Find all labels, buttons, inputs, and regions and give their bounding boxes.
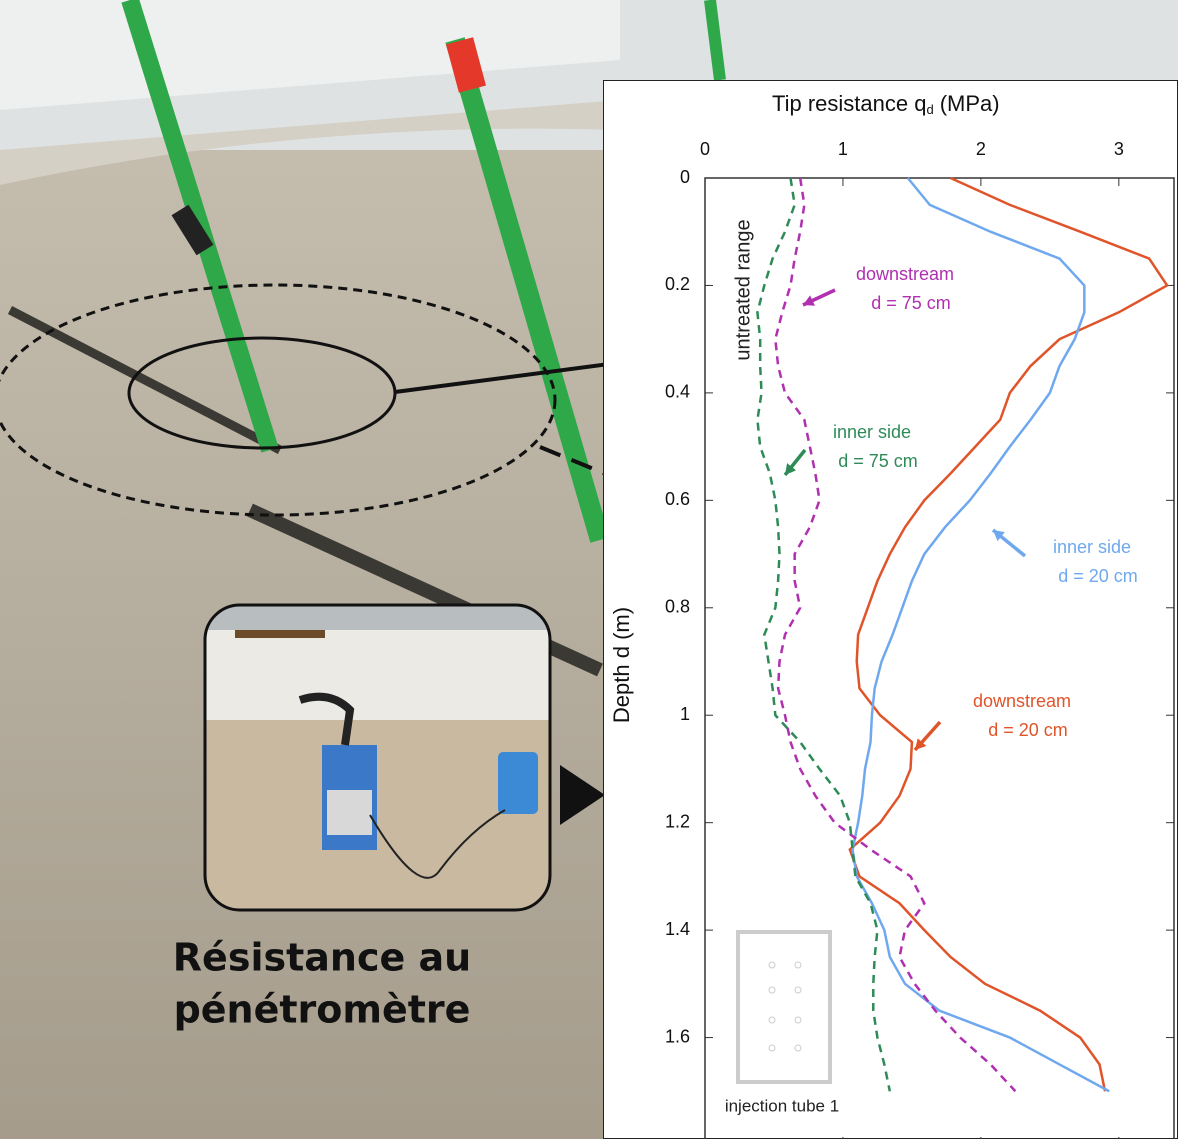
inset-photo (203, 603, 552, 912)
x-tick-label: 0 (700, 139, 710, 159)
x-tick-label: 1 (838, 139, 848, 159)
x-axis-label-unit: (MPa) (940, 91, 1000, 116)
series-name: inner side (833, 422, 911, 442)
series-label: d = 20 cm (1058, 566, 1138, 586)
x-axis-label: Tip resistance qd (MPa) (772, 91, 1000, 118)
annotation-arrowhead (915, 738, 927, 750)
series-name: inner side (1053, 537, 1131, 557)
annotation-arrowhead (993, 530, 1005, 542)
series-line (756, 177, 892, 1092)
injection-tube-icon (736, 930, 832, 1084)
y-axis-label: Depth d (m) (609, 607, 634, 723)
x-tick-label: 3 (1114, 139, 1124, 159)
y-tick-label: 1.4 (665, 919, 690, 939)
annotation-arrowhead (803, 295, 815, 306)
plot-frame (704, 177, 1175, 1139)
x-axis-label-sub: d (926, 102, 933, 117)
series-label: d = 75 cm (838, 451, 918, 471)
y-tick-label: 0.2 (665, 274, 690, 294)
y-tick-label: 0 (680, 167, 690, 187)
series-name: downstream (856, 264, 954, 284)
caption-line: pénétromètre (174, 988, 471, 1032)
series-line (851, 177, 1110, 1093)
x-tick-label: 2 (976, 139, 986, 159)
y-tick-label: 0.4 (665, 382, 690, 402)
series-line (848, 176, 1169, 1092)
series-name: downstream (973, 691, 1071, 711)
annotation-arrowhead (785, 463, 797, 475)
caption-line: Résistance au (173, 936, 471, 980)
y-tick-label: 1.2 (665, 811, 690, 831)
y-tick-label: 0.6 (665, 489, 690, 509)
series-label: d = 75 cm (871, 293, 951, 313)
chart: injection tube 1 untreated range Depth d… (603, 80, 1178, 1139)
annotation: injection tube 1 (725, 1096, 839, 1115)
series-label: d = 20 cm (988, 720, 1068, 740)
annotation: untreated range (732, 219, 754, 360)
series-line (774, 177, 1017, 1093)
y-tick-label: 1 (680, 704, 690, 724)
x-axis-label-main: Tip resistance q (772, 91, 926, 116)
y-tick-label: 1.6 (665, 1026, 690, 1046)
y-tick-label: 0.8 (665, 597, 690, 617)
